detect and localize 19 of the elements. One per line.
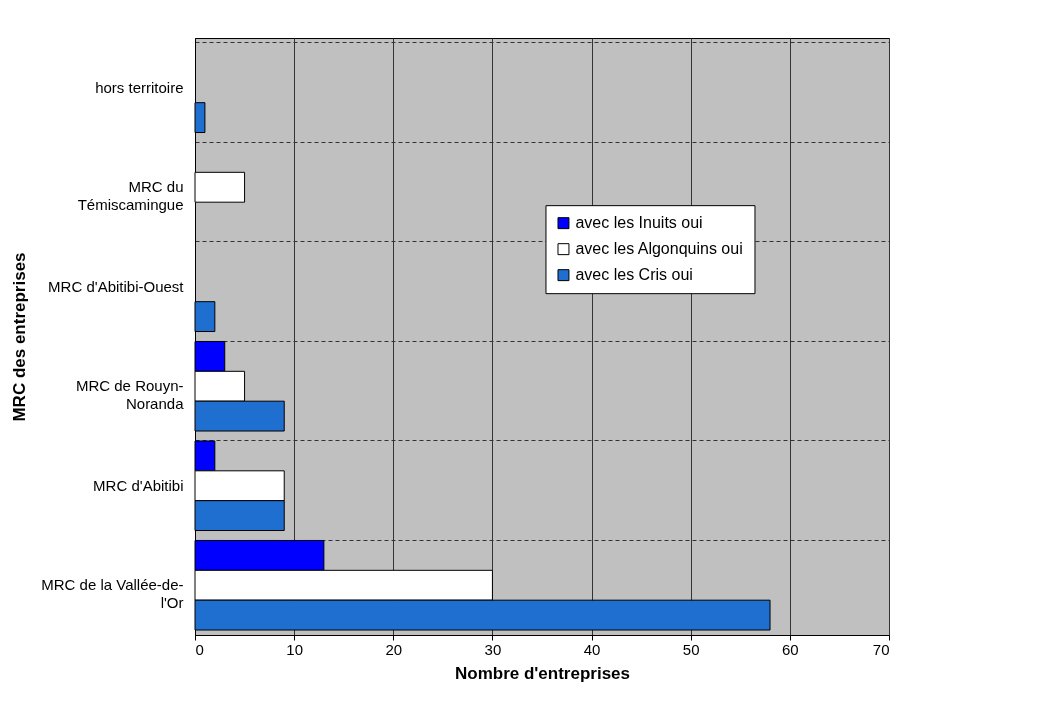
x-tick-label: 0 [195,640,204,658]
x-tick-label: 20 [385,640,403,658]
x-tick-label: 70 [872,640,890,658]
x-tick-label: 50 [682,640,700,658]
x-tick-label: 10 [286,640,303,658]
y-tick-label: hors territoire [95,78,184,96]
y-tick-label: MRC de Rouyn-Noranda [75,377,185,413]
y-tick-label: MRC d'Abitibi-Ouest [48,277,185,295]
x-axis-title: Nombre d'entreprises [454,663,631,683]
y-axis-title: MRC des entreprises [10,252,30,422]
y-tick-label: MRC du Témiscamingue [77,178,184,214]
x-tick-label: 60 [782,640,799,658]
x-tick-label: 30 [484,640,502,658]
legend-label: avec les Cris oui [575,266,693,284]
x-tick-label: 40 [583,640,601,658]
y-tick-label: MRC de la Vallée-de-l'Or [41,576,184,612]
legend-label: avec les Inuits oui [575,214,703,232]
legend-label: avec les Algonquins oui [575,240,743,258]
y-tick-label: MRC d'Abitibi [93,476,184,494]
